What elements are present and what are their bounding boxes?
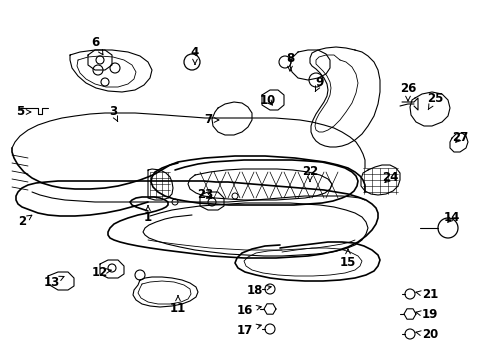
Text: 25: 25 [426, 91, 442, 110]
Text: 9: 9 [315, 76, 324, 91]
Text: 27: 27 [451, 131, 467, 144]
Text: 8: 8 [285, 51, 293, 71]
Text: 14: 14 [443, 211, 459, 225]
Text: 4: 4 [190, 45, 199, 64]
Text: 18: 18 [246, 284, 271, 297]
Text: 20: 20 [415, 328, 437, 342]
Text: 12: 12 [92, 265, 111, 279]
Text: 3: 3 [109, 105, 118, 121]
Text: 26: 26 [399, 81, 415, 101]
Text: 24: 24 [381, 171, 397, 184]
Text: 1: 1 [143, 206, 152, 225]
Text: 15: 15 [339, 249, 355, 269]
Text: 19: 19 [415, 309, 437, 321]
Text: 16: 16 [236, 303, 261, 316]
Text: 11: 11 [169, 296, 186, 315]
Text: 7: 7 [203, 113, 219, 126]
Text: 22: 22 [301, 166, 318, 181]
Text: 5: 5 [16, 105, 31, 118]
Text: 21: 21 [415, 288, 437, 301]
Text: 2: 2 [18, 215, 32, 229]
Text: 6: 6 [91, 36, 103, 55]
Text: 10: 10 [259, 94, 276, 107]
Text: 23: 23 [197, 189, 213, 202]
Text: 17: 17 [236, 324, 261, 337]
Text: 13: 13 [44, 275, 64, 288]
